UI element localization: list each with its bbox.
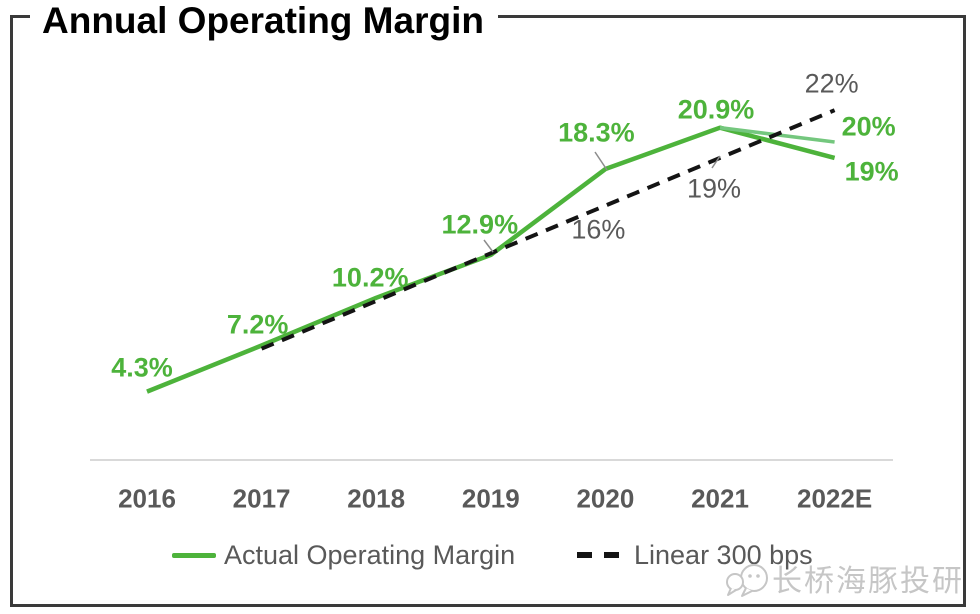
data-point-label: 22% <box>804 68 859 99</box>
legend-swatch-green-line-icon <box>172 552 216 558</box>
data-point-label: 16% <box>571 214 626 245</box>
legend-item-linear-300bps: Linear 300 bps <box>576 540 813 570</box>
data-point-label: 19% <box>844 156 899 187</box>
label-leader-line <box>594 151 608 171</box>
data-point-label: 19% <box>686 173 742 204</box>
data-point-label: 20.9% <box>677 94 755 125</box>
data-point-label: 20% <box>841 111 896 142</box>
chat-bubbles-icon <box>726 564 768 597</box>
data-point-label: 12.9% <box>441 209 519 240</box>
x-axis-label: 2018 <box>347 483 406 514</box>
chart-title: Annual Operating Margin <box>30 0 498 44</box>
label-leader-line <box>711 155 721 169</box>
data-point-label: 4.3% <box>111 352 173 383</box>
x-axis-label: 2019 <box>461 483 520 514</box>
x-axis-label: 2020 <box>576 483 635 514</box>
series-line-linear-300-bps <box>260 108 836 351</box>
legend-label: Actual Operating Margin <box>224 539 516 570</box>
x-axis-label: 2022E <box>797 483 873 514</box>
label-leader-line <box>483 239 494 253</box>
series-line-actual-operating-margin <box>146 125 836 394</box>
data-point-label: 10.2% <box>331 262 409 293</box>
x-axis-label: 2021 <box>691 483 749 514</box>
data-point-label: 7.2% <box>226 309 289 340</box>
watermark: 长桥海豚投研 <box>724 554 964 602</box>
data-point-label: 18.3% <box>558 117 635 148</box>
legend-label: Linear 300 bps <box>634 539 813 570</box>
x-axis-label: 2017 <box>232 483 291 514</box>
legend-swatch-dashed-line-icon <box>577 552 624 558</box>
legend-item-actual-operating-margin: Actual Operating Margin <box>172 540 515 570</box>
x-axis-label: 2016 <box>118 483 176 514</box>
watermark-text: 长桥海豚投研 <box>772 565 964 598</box>
